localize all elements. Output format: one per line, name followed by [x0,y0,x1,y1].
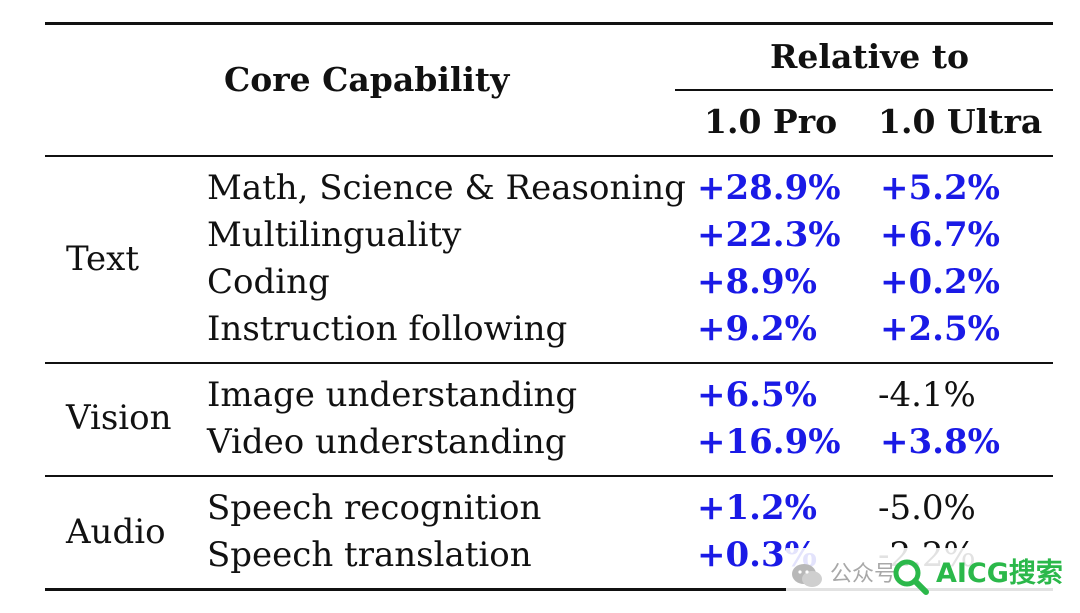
ultra-value: +3.8% [880,422,1000,462]
category-vision: Vision [66,398,172,438]
capability-label: Math, Science & Reasoning [207,168,686,208]
ultra-value: +5.2% [880,168,1000,208]
pro-value: +8.9% [697,262,817,302]
search-icon [893,559,929,595]
capability-label: Coding [207,262,330,302]
vision-group-rule [45,475,1053,477]
header-col-ultra: 1.0 Ultra [878,102,1043,141]
top-rule [45,22,1053,25]
wechat-icon [792,564,822,587]
capability-label: Video understanding [207,422,567,462]
ultra-value: +0.2% [880,262,1000,302]
capability-label: Image understanding [207,375,578,415]
watermark-prefix: 公众号 [830,562,897,587]
capability-label: Speech recognition [207,488,542,528]
bottom-rule [45,588,1053,591]
ultra-value: -4.1% [878,375,976,415]
text-group-rule [45,362,1053,364]
watermark: 公众号 AICG搜索 [786,548,1076,604]
header-core-capability: Core Capability [224,60,510,99]
category-audio: Audio [66,512,166,552]
pro-value: +28.9% [697,168,841,208]
header-relative-to: Relative to [770,37,970,76]
pro-value: +9.2% [697,309,817,349]
pro-value: +1.2% [697,488,817,528]
watermark-brand: AICG搜索 [936,558,1063,589]
header-col-pro: 1.0 Pro [704,102,838,141]
header-rule [45,155,1053,157]
ultra-value: +6.7% [880,215,1000,255]
category-text: Text [66,239,139,279]
pro-value: +16.9% [697,422,841,462]
relative-to-underline [675,89,1053,91]
pro-value: +22.3% [697,215,841,255]
capability-label: Instruction following [207,309,568,349]
pro-value: +6.5% [697,375,817,415]
capability-label: Speech translation [207,535,532,575]
ultra-value: -5.0% [878,488,976,528]
ultra-value: +2.5% [880,309,1000,349]
capability-label: Multilinguality [207,215,462,255]
